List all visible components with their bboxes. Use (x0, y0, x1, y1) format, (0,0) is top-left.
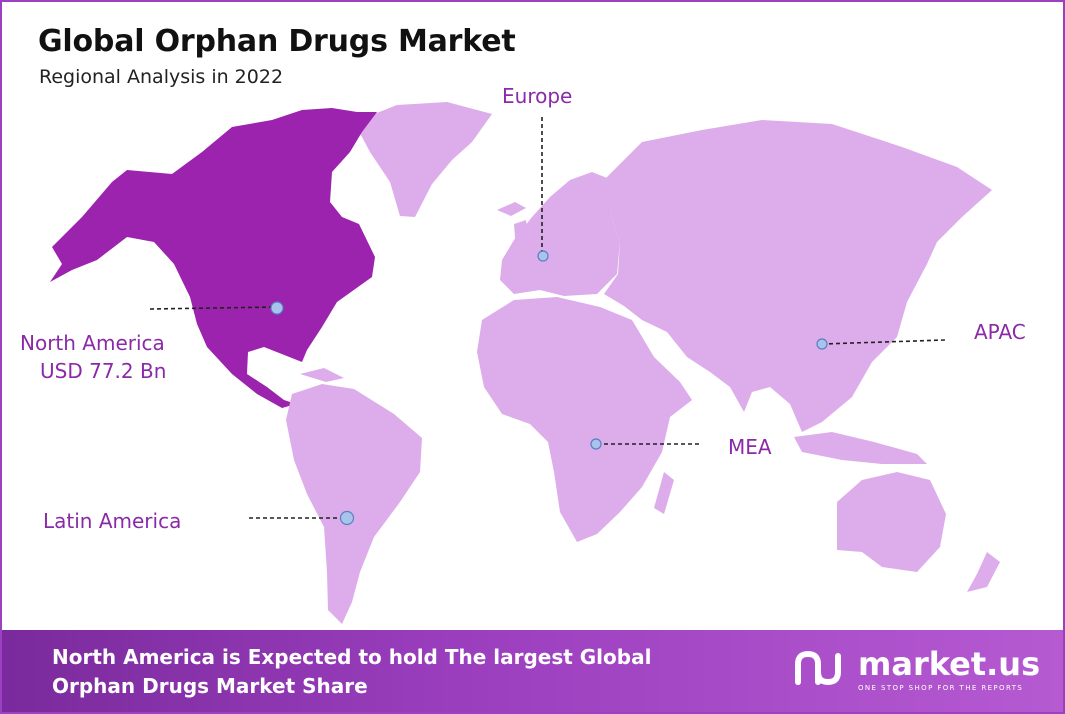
label-apac: APAC (974, 320, 1026, 344)
banner-headline: North America is Expected to hold The la… (52, 643, 752, 701)
map-japan (880, 252, 908, 312)
market-us-logo-icon (795, 650, 841, 686)
map-south-america (286, 384, 422, 624)
map-uk (514, 220, 530, 250)
world-map (50, 102, 1000, 624)
map-madagascar (654, 472, 674, 514)
label-north-america: North America (20, 331, 165, 355)
map-australia (837, 472, 946, 572)
marker-latin-america (339, 510, 355, 526)
banner-line-2: Orphan Drugs Market Share (52, 674, 368, 698)
marker-north-america (270, 301, 284, 315)
marker-europe (537, 250, 549, 262)
marker-mea (590, 438, 602, 450)
value-north-america: USD 77.2 Bn (40, 359, 167, 383)
map-southeast-asia (794, 432, 927, 464)
brand-tagline: ONE STOP SHOP FOR THE REPORTS (858, 684, 1024, 692)
map-caribbean (300, 368, 344, 382)
map-asia (602, 120, 992, 432)
banner-line-1: North America is Expected to hold The la… (52, 645, 652, 669)
map-africa (477, 297, 692, 542)
footer-banner: North America is Expected to hold The la… (2, 630, 1063, 712)
brand-name: market.us (858, 645, 1041, 683)
label-mea: MEA (728, 435, 772, 459)
map-new-zealand (967, 552, 1000, 592)
label-europe: Europe (502, 84, 573, 108)
brand-logo: market.us ONE STOP SHOP FOR THE REPORTS (792, 644, 1042, 704)
marker-apac (816, 338, 828, 350)
label-latin-america: Latin America (43, 509, 182, 533)
map-north-america (50, 108, 377, 408)
page-title: Global Orphan Drugs Market (38, 24, 516, 59)
page-subtitle: Regional Analysis in 2022 (39, 66, 284, 88)
map-iceland (497, 202, 526, 216)
leader-north-america (149, 306, 278, 310)
map-greenland (354, 102, 492, 217)
map-europe (500, 172, 620, 296)
